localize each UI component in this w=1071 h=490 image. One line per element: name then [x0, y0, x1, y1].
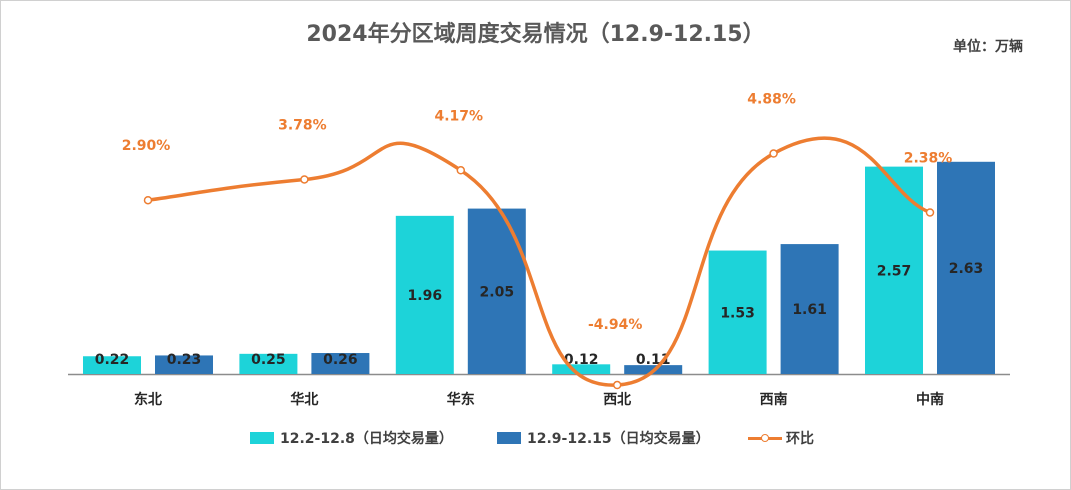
legend-label-series-2: 12.9-12.15（日均交易量）	[527, 431, 710, 447]
category-label-1: 华北	[290, 391, 318, 408]
bar-s1-0	[83, 356, 141, 374]
legend-label-mom: 环比	[786, 431, 814, 447]
unit-label: 单位：万辆	[953, 39, 1023, 55]
mom-label-5: 2.38%	[904, 150, 953, 166]
bar-label-s2-0: 0.23	[167, 352, 202, 368]
legend-item-series-1: 12.2-12.8（日均交易量）	[250, 428, 453, 448]
bar-label-s1-1: 0.25	[251, 352, 286, 368]
bar-label-s1-3: 0.12	[564, 352, 599, 368]
bar-s1-1	[239, 353, 298, 374]
legend-label-series-1: 12.2-12.8（日均交易量）	[280, 431, 453, 447]
bar-label-s1-2: 1.96	[408, 288, 443, 304]
mom-label-3: -4.94%	[588, 317, 642, 333]
legend-swatch-series-2	[497, 432, 521, 444]
mom-point-5	[925, 208, 935, 217]
mom-label-4: 4.88%	[747, 92, 796, 108]
legend-item-mom: 环比	[748, 428, 814, 448]
legend-item-series-2: 12.9-12.15（日均交易量）	[497, 428, 710, 448]
mom-point-3	[612, 380, 622, 390]
category-label-0: 东北	[134, 391, 162, 408]
bar-label-s1-0: 0.22	[95, 352, 130, 368]
mom-point-4	[769, 149, 778, 158]
bar-label-s1-4: 1.53	[720, 305, 755, 321]
bar-label-s2-5: 2.63	[949, 261, 984, 277]
bar-s1-2	[395, 215, 454, 374]
mom-point-1	[300, 175, 309, 184]
mom-label-0: 2.90%	[122, 138, 171, 154]
bar-label-s2-1: 0.26	[323, 352, 358, 368]
mom-point-0	[143, 195, 153, 205]
bar-label-s2-4: 1.61	[792, 302, 827, 318]
bar-s2-1	[311, 353, 370, 374]
category-label-5: 中南	[916, 391, 944, 408]
category-label-2: 华东	[447, 391, 475, 408]
legend-swatch-series-1	[250, 432, 274, 444]
category-label-4: 西南	[760, 391, 788, 408]
bar-label-s1-5: 2.57	[877, 263, 912, 279]
mom-label-1: 3.78%	[278, 117, 327, 133]
bar-s2-5	[937, 161, 995, 374]
bar-s2-0	[155, 355, 213, 374]
chart-title: 2024年分区域周度交易情况（12.9-12.15）	[306, 22, 765, 47]
category-label-3: 西北	[603, 392, 631, 408]
bar-s1-3	[552, 364, 611, 374]
bar-label-s2-2: 2.05	[480, 284, 515, 300]
bar-s2-4	[780, 244, 839, 374]
bar-s1-4	[708, 250, 767, 374]
mom-point-2	[456, 166, 466, 175]
legend-line-marker	[748, 432, 782, 444]
legend: 12.2-12.8（日均交易量） 12.9-12.15（日均交易量） 环比	[0, 428, 1071, 450]
mom-label-2: 4.17%	[435, 108, 484, 124]
